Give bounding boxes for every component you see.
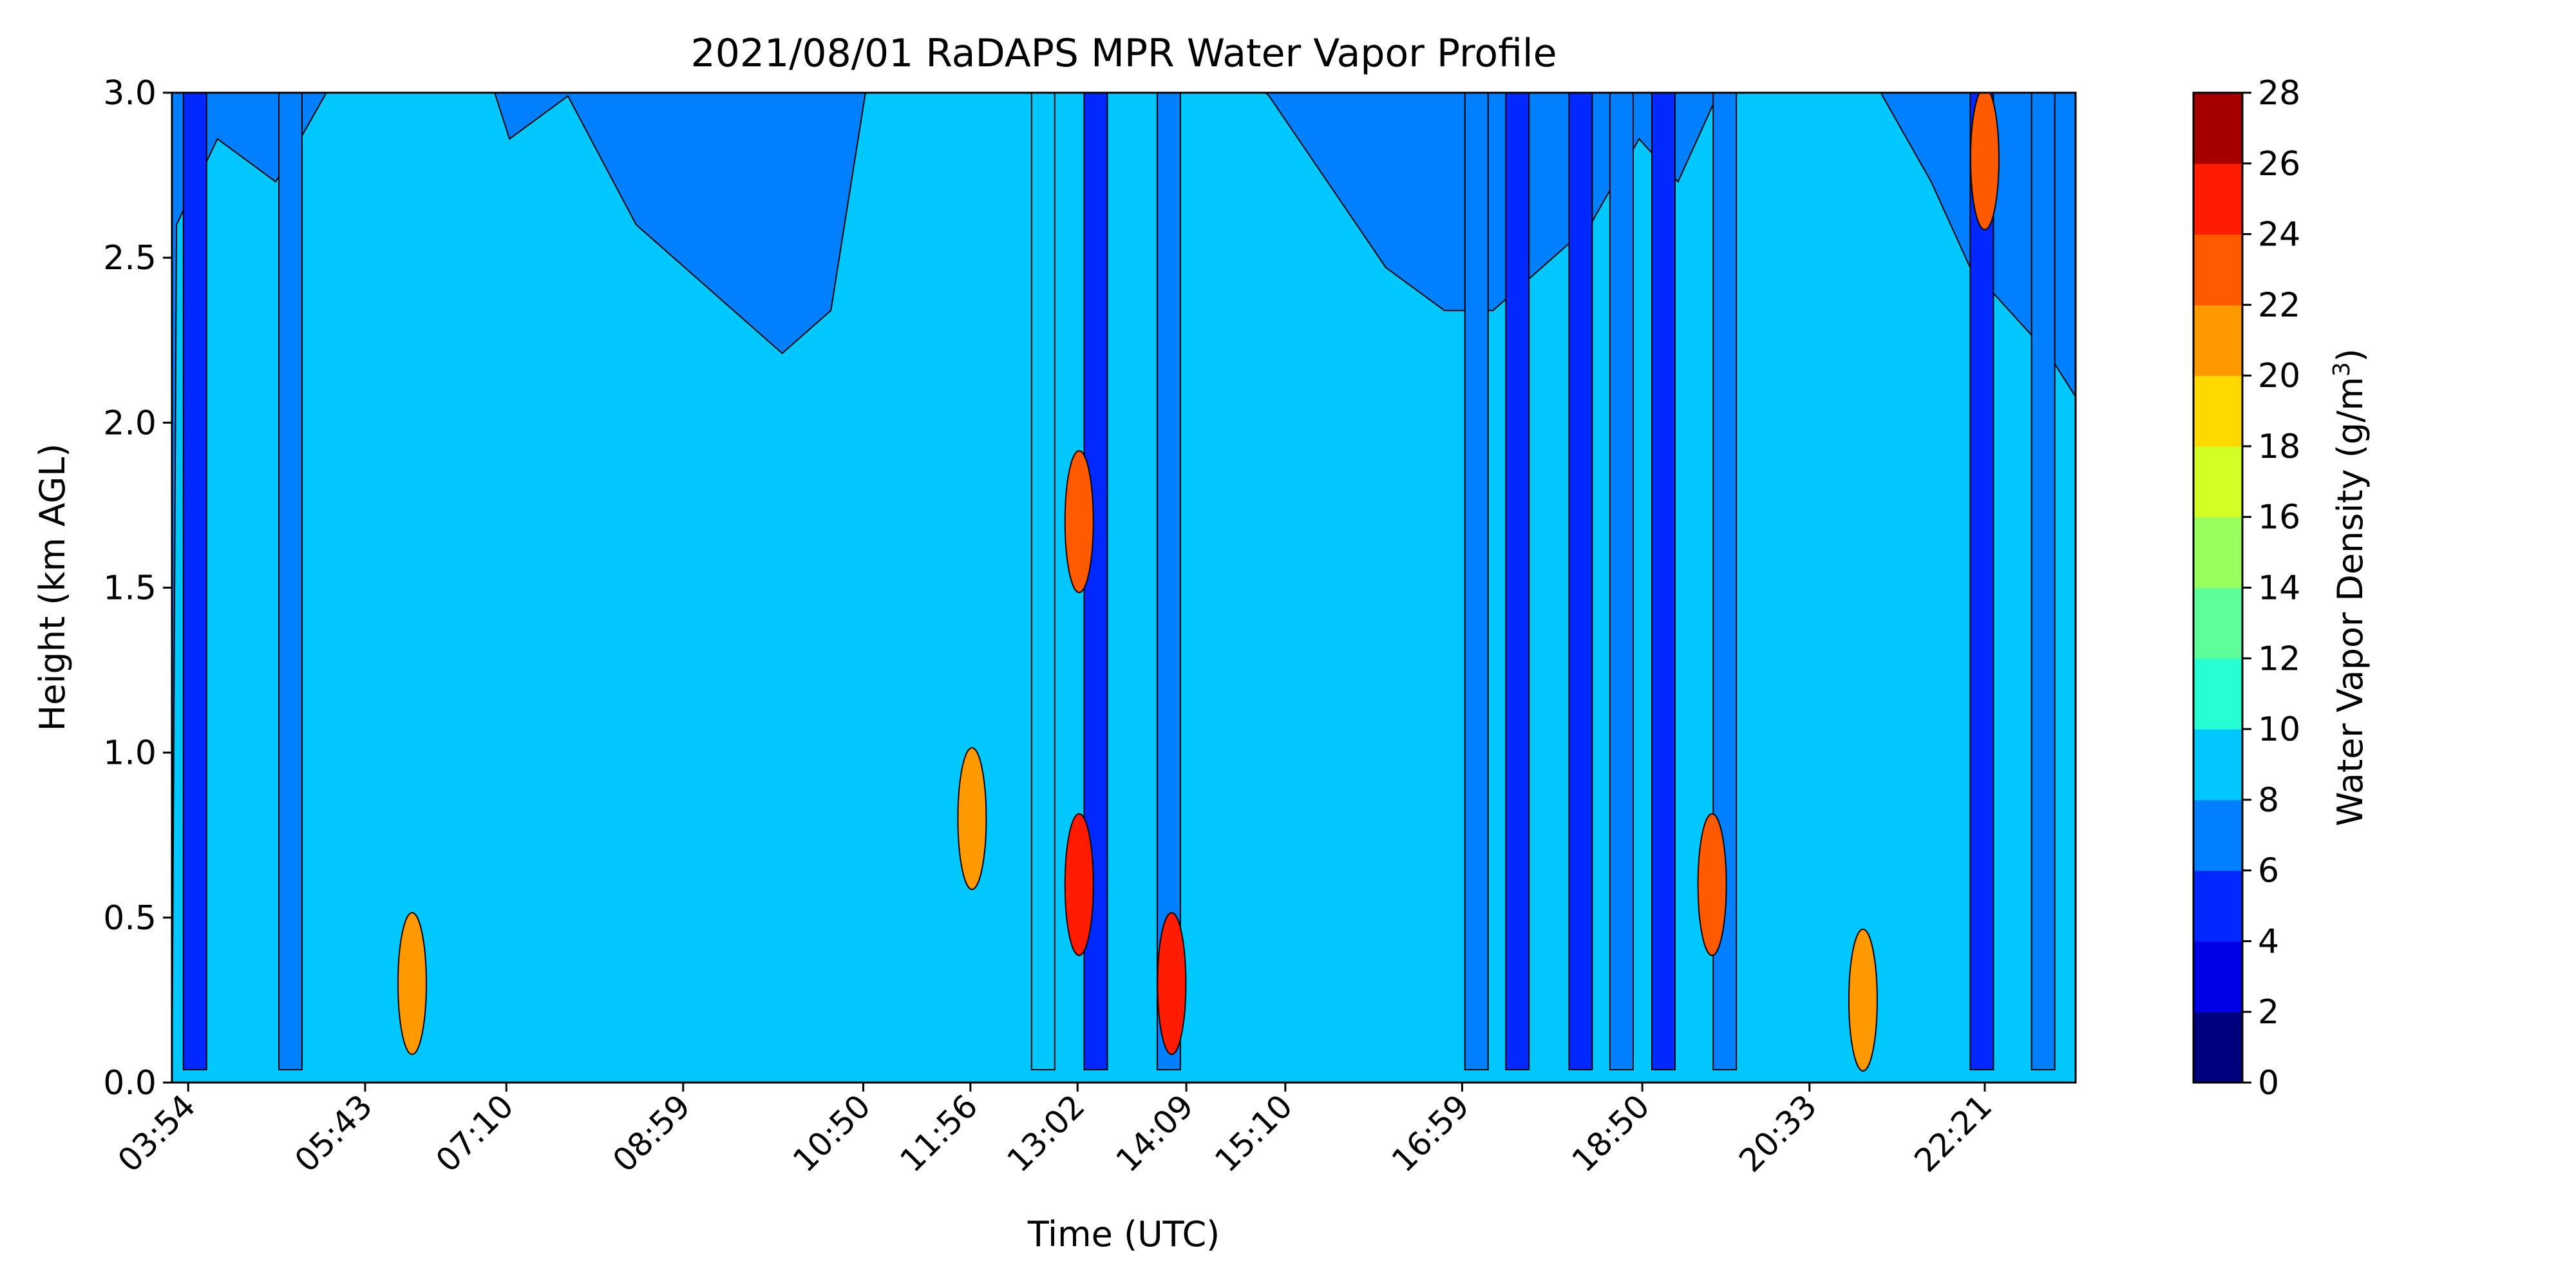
moist-spot (1157, 912, 1187, 1056)
moist-spot (1848, 928, 1878, 1072)
x-tick-label: 08:59 (605, 1087, 697, 1179)
moist-spot (1064, 813, 1094, 956)
y-tick-label: 0.5 (103, 899, 156, 938)
x-tick-label: 13:02 (1000, 1087, 1092, 1179)
colorbar-swatch (2193, 305, 2242, 376)
y-tick-label: 1.0 (103, 734, 156, 773)
colorbar-tick-label: 10 (2258, 710, 2300, 749)
colorbar-label-end: ) (2330, 348, 2371, 362)
colorbar-swatch (2193, 375, 2242, 447)
colorbar-swatch (2193, 799, 2242, 871)
colorbar-label-sup: 3 (2329, 362, 2355, 377)
colorbar-label: Water Vapor Density (g/m3) (2329, 348, 2371, 826)
dry-streak (1464, 93, 1489, 1070)
x-tick-label: 18:50 (1565, 1087, 1657, 1179)
colorbar-tick-label: 0 (2258, 1064, 2279, 1103)
colorbar-tick-label: 28 (2258, 74, 2300, 113)
dry-streak (1030, 93, 1056, 1070)
colorbar-tick-label: 2 (2258, 993, 2279, 1032)
moist-spot (1969, 93, 2000, 231)
colorbar-swatch (2193, 587, 2242, 659)
dry-streaks (182, 93, 2056, 1070)
x-axis: 03:54 05:43 07:10 08:59 10:50 11:56 13:02 14:09… (111, 1083, 1999, 1179)
colorbar-swatch (2193, 163, 2242, 235)
x-tick-label: 05:43 (288, 1087, 380, 1179)
colorbar-tick-label: 26 (2258, 145, 2300, 184)
dry-streak (182, 93, 207, 1070)
colorbar-tick-label: 16 (2258, 498, 2300, 537)
moist-spot (1697, 813, 1727, 956)
colorbar-swatch (2193, 446, 2242, 518)
colorbar-swatch (2193, 93, 2242, 164)
chart-title: 2021/08/01 RaDAPS MPR Water Vapor Profil… (691, 31, 1557, 76)
y-axis: 0.0 0.5 1.0 1.5 2.0 2.5 3.0 (103, 74, 172, 1103)
x-tick-label: 22:21 (1907, 1087, 1999, 1179)
dry-streak (1156, 93, 1181, 1070)
y-axis-label: Height (km AGL) (32, 444, 73, 732)
colorbar-label-text: Water Vapor Density (g/m (2330, 377, 2371, 826)
plot-area (172, 93, 2076, 1083)
colorbar-tick-label: 6 (2258, 852, 2279, 891)
x-tick-label: 16:59 (1385, 1087, 1477, 1179)
colorbar-tick-label: 4 (2258, 922, 2279, 961)
x-tick-label: 07:10 (429, 1087, 521, 1179)
y-tick-label: 0.0 (103, 1064, 156, 1103)
dry-streak (1609, 93, 1634, 1070)
x-tick-label: 10:50 (786, 1087, 878, 1179)
moist-spots (397, 93, 2000, 1072)
colorbar-tick-label: 18 (2258, 428, 2300, 466)
dry-streak (278, 93, 303, 1070)
y-tick-label: 1.5 (103, 569, 156, 608)
colorbar-tick-label: 22 (2258, 286, 2300, 325)
colorbar-swatch (2193, 1012, 2242, 1083)
dry-streak (1568, 93, 1593, 1070)
contour-bands (172, 93, 2076, 1083)
x-tick-label: 20:33 (1732, 1087, 1824, 1179)
colorbar-tick-label: 20 (2258, 357, 2300, 395)
colorbar-swatch (2193, 234, 2242, 305)
dry-streak (2031, 93, 2056, 1070)
x-tick-label: 14:09 (1109, 1087, 1201, 1179)
y-tick-label: 2.5 (103, 239, 156, 278)
colorbar-swatch (2193, 870, 2242, 942)
dry-streak (1651, 93, 1676, 1070)
x-axis-label: Time (UTC) (1027, 1214, 1220, 1255)
moist-spot (1064, 450, 1094, 593)
colorbar-swatch (2193, 941, 2242, 1012)
band-8-10 (172, 93, 2076, 1083)
colorbar-tick-label: 14 (2258, 569, 2300, 608)
moist-spot (397, 912, 427, 1056)
y-tick-label: 3.0 (103, 74, 156, 113)
x-tick-label: 11:56 (893, 1087, 985, 1179)
dry-streak (1505, 93, 1530, 1070)
moist-spot (957, 747, 987, 891)
colorbar-tick-label: 8 (2258, 781, 2279, 820)
x-tick-label: 15:10 (1208, 1087, 1300, 1179)
colorbar-swatch (2193, 516, 2242, 589)
colorbar-swatch (2193, 658, 2242, 730)
colorbar-swatch (2193, 729, 2242, 800)
colorbar-tick-label: 12 (2258, 639, 2300, 678)
dry-streak (1969, 93, 1994, 1070)
y-tick-label: 2.0 (103, 404, 156, 442)
colorbar-tick-label: 24 (2258, 216, 2300, 254)
